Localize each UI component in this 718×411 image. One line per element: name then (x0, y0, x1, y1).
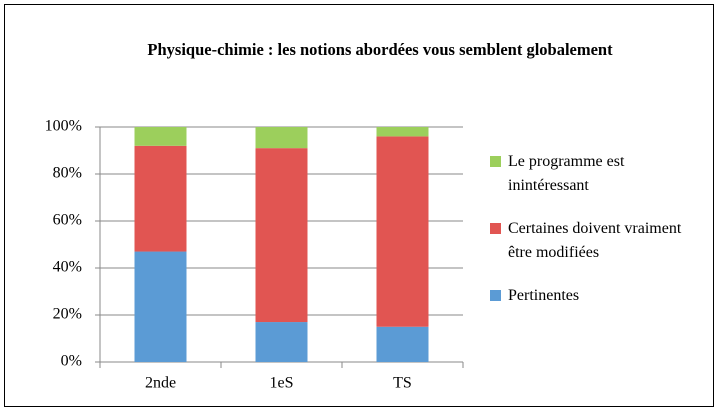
bar-segment (134, 127, 187, 146)
legend-label: Pertinentes (508, 287, 580, 304)
legend-label: Le programme est inintéressant (508, 153, 625, 194)
legend-entry: Certaines doivent vraiment être modifiée… (490, 217, 705, 264)
bar-segment (376, 326, 429, 362)
x-tick-label: 2nde (145, 375, 176, 392)
x-tick-label: 1eS (270, 375, 294, 392)
bar-segment (255, 148, 308, 323)
legend-entry: Le programme est inintéressant (490, 150, 705, 197)
bar-segment (255, 322, 308, 362)
legend-label: Certaines doivent vraiment être modifiée… (508, 220, 682, 261)
chart-title: Physique-chimie : les notions abordées v… (147, 40, 613, 59)
y-tick-label: 0% (61, 353, 82, 370)
legend-entry: Pertinentes (490, 284, 705, 308)
bar-segment (376, 136, 429, 327)
legend: Le programme est inintéressant Certaines … (490, 150, 705, 328)
legend-swatch (490, 290, 501, 301)
legend-swatch (490, 223, 501, 234)
y-tick-label: 60% (53, 212, 82, 229)
bar-segment (255, 127, 308, 149)
y-tick-label: 80% (53, 165, 82, 182)
x-tick-label: TS (393, 375, 412, 392)
bar-segment (376, 127, 429, 137)
legend-swatch (490, 156, 501, 167)
y-tick-label: 20% (53, 306, 82, 323)
bar-segment (134, 145, 187, 252)
y-tick-label: 40% (53, 259, 82, 276)
chart-border (4, 4, 714, 407)
bar-segment (134, 251, 187, 362)
y-tick-label: 100% (45, 118, 82, 135)
